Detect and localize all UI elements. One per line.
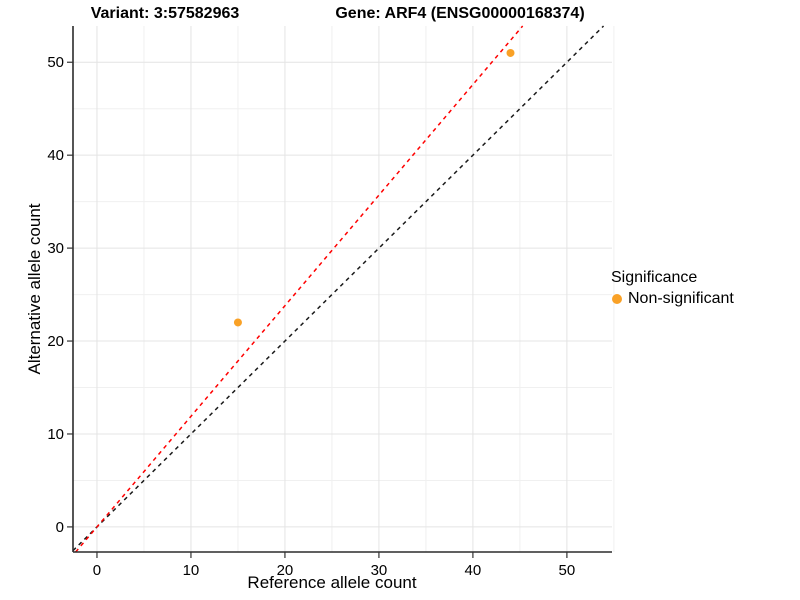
identity-line <box>72 25 605 552</box>
variant-title: Variant: 3:57582963 <box>90 5 240 22</box>
legend: Significance Non-significant <box>611 269 734 308</box>
gene-title: Gene: ARF4 (ENSG00000168374) <box>335 5 585 22</box>
y-tick-label: 40 <box>47 147 64 164</box>
non-significant-dot-icon <box>612 294 622 304</box>
y-tick-label: 50 <box>47 54 64 71</box>
legend-item-label: Non-significant <box>628 290 734 307</box>
legend-item-non-significant: Non-significant <box>611 290 734 308</box>
data-point <box>233 318 242 327</box>
y-tick-label: 20 <box>47 333 64 350</box>
y-tick-label: 0 <box>56 519 64 536</box>
x-tick-label: 30 <box>371 562 388 579</box>
x-axis-title: Reference allele count <box>247 573 417 592</box>
x-tick-label: 40 <box>465 562 482 579</box>
y-tick-label: 30 <box>47 240 64 257</box>
x-tick-label: 10 <box>183 562 200 579</box>
y-tick-label: 10 <box>47 426 64 443</box>
data-point <box>506 48 515 57</box>
x-tick-label: 20 <box>277 562 294 579</box>
legend-title: Significance <box>611 269 698 286</box>
y-axis-title: Alternative allele count <box>25 203 44 375</box>
allele-ratio-line <box>75 25 524 553</box>
x-tick-label: 50 <box>559 562 576 579</box>
x-tick-label: 0 <box>93 562 101 579</box>
